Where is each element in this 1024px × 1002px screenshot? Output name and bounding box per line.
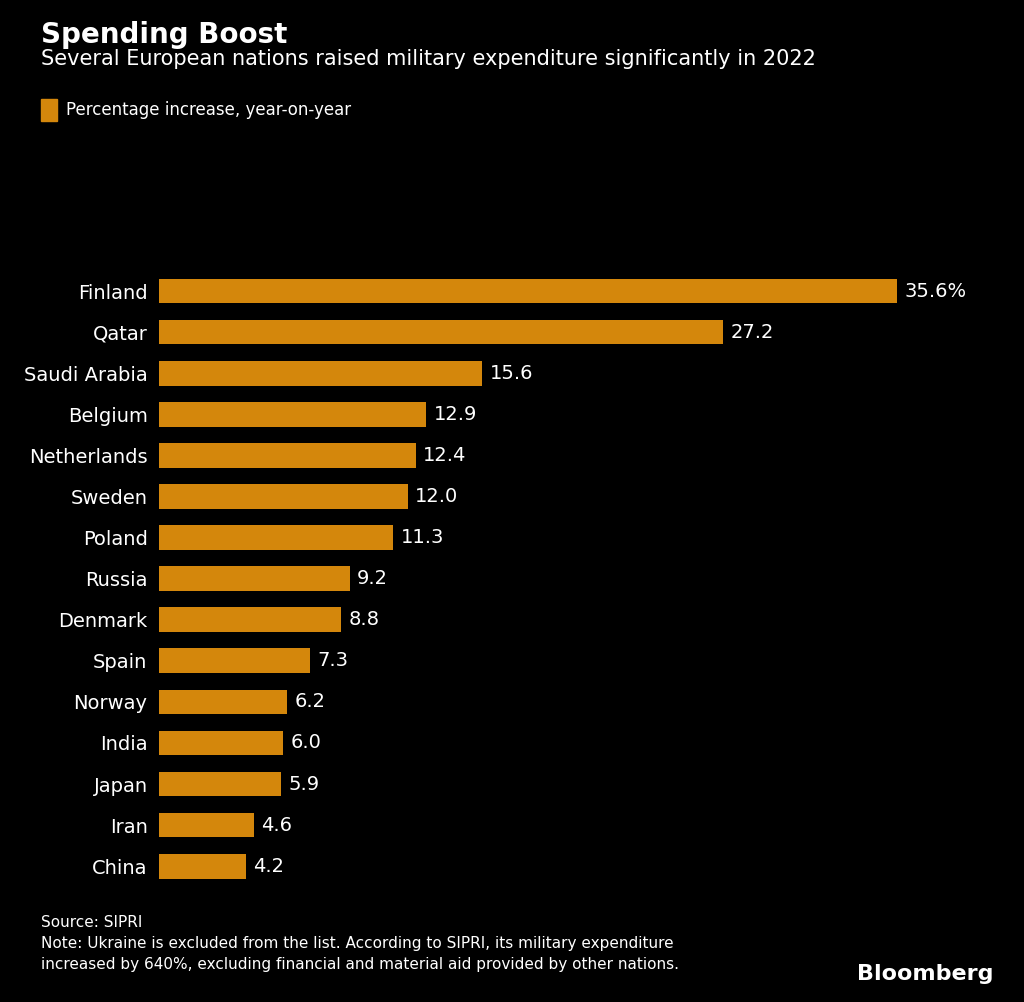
Text: Several European nations raised military expenditure significantly in 2022: Several European nations raised military… — [41, 49, 816, 69]
Text: 12.0: 12.0 — [415, 487, 458, 506]
Bar — [159, 361, 482, 386]
Text: 6.0: 6.0 — [291, 733, 322, 753]
Text: 35.6%: 35.6% — [904, 282, 967, 301]
Bar — [159, 689, 288, 714]
Text: Spending Boost: Spending Boost — [41, 21, 288, 49]
Text: 8.8: 8.8 — [348, 610, 380, 629]
Text: 6.2: 6.2 — [295, 692, 326, 711]
Bar — [159, 648, 310, 673]
Text: 15.6: 15.6 — [489, 364, 534, 383]
Text: 7.3: 7.3 — [317, 651, 348, 670]
Text: 4.6: 4.6 — [261, 816, 293, 835]
Text: 9.2: 9.2 — [357, 569, 388, 588]
Text: Bloomberg: Bloomberg — [857, 964, 993, 984]
Bar — [159, 566, 349, 591]
Bar — [159, 320, 723, 345]
Bar — [159, 402, 426, 427]
Text: Percentage increase, year-on-year: Percentage increase, year-on-year — [66, 101, 350, 119]
Text: 12.9: 12.9 — [433, 405, 477, 424]
Text: 5.9: 5.9 — [289, 775, 319, 794]
Bar — [159, 279, 897, 304]
Text: 4.2: 4.2 — [253, 857, 284, 876]
Bar — [159, 484, 408, 509]
Bar — [159, 813, 254, 838]
Bar — [159, 730, 284, 756]
Text: Source: SIPRI
Note: Ukraine is excluded from the list. According to SIPRI, its m: Source: SIPRI Note: Ukraine is excluded … — [41, 915, 679, 972]
Bar — [159, 607, 341, 632]
Text: 27.2: 27.2 — [730, 323, 774, 342]
Text: 11.3: 11.3 — [400, 528, 443, 547]
Bar — [159, 772, 282, 797]
Bar — [159, 854, 246, 879]
Bar — [159, 443, 416, 468]
Text: 12.4: 12.4 — [423, 446, 467, 465]
Bar — [159, 525, 393, 550]
